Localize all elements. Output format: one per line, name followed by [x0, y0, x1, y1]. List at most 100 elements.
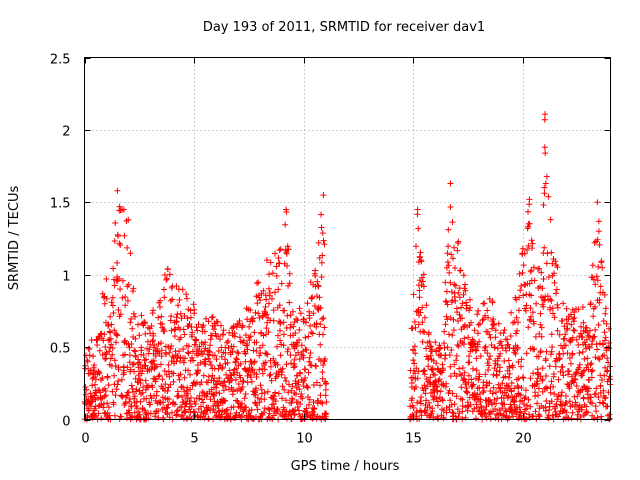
data-point: [419, 319, 426, 326]
data-point: [187, 307, 194, 314]
data-point: [190, 357, 197, 364]
data-point: [497, 364, 503, 371]
y-tick-label: 2.5: [50, 53, 71, 68]
data-point: [582, 341, 589, 348]
data-point: [471, 405, 478, 412]
data-point: [227, 351, 234, 358]
data-point: [118, 413, 125, 420]
data-point: [580, 394, 587, 401]
data-point: [594, 236, 601, 243]
data-point: [459, 365, 466, 371]
data-point: [489, 390, 496, 397]
data-point: [211, 392, 218, 399]
data-point: [485, 367, 491, 373]
data-point: [424, 383, 431, 390]
data-point: [597, 383, 604, 390]
y-tick-label: 2: [62, 125, 70, 140]
data-point: [252, 391, 259, 398]
data-point: [484, 350, 491, 357]
data-point: [464, 389, 471, 396]
data-point: [101, 331, 108, 338]
data-point: [306, 354, 313, 361]
data-point: [191, 306, 198, 313]
data-point: [552, 408, 559, 415]
data-point: [158, 347, 165, 354]
data-point: [489, 325, 495, 332]
data-point: [442, 321, 449, 328]
data-point: [135, 372, 142, 379]
data-point: [592, 303, 599, 310]
data-point: [182, 408, 189, 415]
data-point: [118, 376, 125, 383]
data-point: [261, 405, 268, 412]
data-point: [303, 319, 309, 326]
data-point: [159, 321, 166, 327]
axis-ticks: 0 5 10 15 20 0 0.5 1 1.5 2 2.5: [50, 53, 611, 447]
data-point: [235, 350, 242, 357]
data-point: [568, 360, 574, 367]
data-point: [521, 395, 528, 402]
data-point: [242, 366, 249, 373]
data-point: [589, 367, 596, 374]
data-point: [226, 367, 233, 374]
data-point: [220, 387, 227, 394]
data-point: [600, 318, 607, 324]
data-point: [288, 387, 295, 394]
data-point: [137, 361, 144, 368]
data-point: [573, 336, 580, 343]
data-point: [262, 304, 269, 310]
data-point: [234, 356, 240, 363]
data-point: [580, 368, 587, 375]
data-point: [602, 337, 608, 344]
data-point: [277, 246, 284, 253]
data-point: [268, 377, 275, 384]
data-point: [520, 262, 527, 269]
data-point: [433, 383, 440, 390]
data-point: [482, 371, 489, 378]
data-point: [464, 402, 471, 409]
data-point: [600, 340, 607, 347]
data-point: [173, 283, 180, 290]
data-point: [112, 362, 119, 369]
data-point: [602, 310, 609, 317]
data-point: [569, 409, 576, 416]
data-point: [536, 411, 542, 418]
data-point: [110, 265, 117, 272]
data-point: [95, 369, 102, 376]
data-point: [169, 296, 176, 303]
data-point: [461, 376, 468, 383]
data-point: [104, 374, 111, 381]
chart-title: Day 193 of 2011, SRMTID for receiver dav…: [203, 20, 485, 35]
data-point: [111, 327, 118, 334]
data-point: [414, 206, 421, 213]
data-point: [173, 412, 180, 419]
data-point: [498, 342, 505, 349]
data-point: [224, 359, 231, 366]
data-point: [508, 380, 515, 386]
data-point: [207, 396, 214, 403]
data-point: [313, 363, 319, 370]
data-point: [499, 380, 506, 387]
data-point: [541, 116, 548, 123]
data-point: [91, 362, 98, 369]
data-point: [299, 395, 306, 402]
data-point: [543, 398, 550, 404]
data-point: [552, 404, 558, 410]
data-point: [247, 412, 254, 419]
data-point: [298, 342, 305, 349]
data-point: [166, 396, 173, 402]
data-point: [130, 360, 137, 367]
data-point: [505, 374, 512, 381]
data-point: [318, 259, 325, 266]
data-point: [460, 341, 467, 348]
data-point: [163, 275, 170, 282]
data-point: [158, 313, 165, 320]
data-point: [529, 245, 535, 252]
data-point: [593, 273, 600, 280]
data-point: [556, 356, 563, 363]
data-point: [489, 299, 496, 306]
data-point: [117, 311, 124, 318]
data-point: [286, 270, 293, 277]
data-point: [318, 274, 325, 280]
data-point: [117, 286, 124, 293]
